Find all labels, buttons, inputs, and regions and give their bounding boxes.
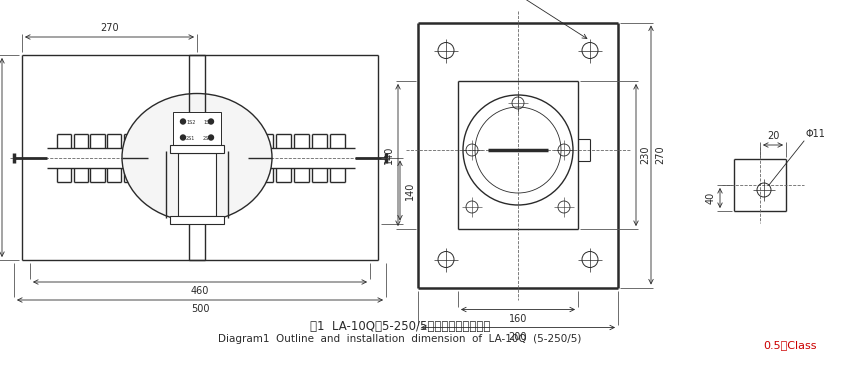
Text: 140: 140 <box>405 181 415 200</box>
Text: 1S2: 1S2 <box>186 120 195 125</box>
Bar <box>178 152 216 216</box>
Text: 460: 460 <box>191 286 209 296</box>
Circle shape <box>209 119 213 124</box>
Text: 0.5级Class: 0.5级Class <box>764 340 817 350</box>
Ellipse shape <box>122 93 272 221</box>
Text: 200: 200 <box>508 331 527 341</box>
Bar <box>170 216 224 224</box>
Text: 160: 160 <box>508 314 527 323</box>
Text: 270: 270 <box>655 146 665 164</box>
Text: 270: 270 <box>100 23 119 33</box>
Text: 图1  LA-10Q（5-250/5）外形及安装尺寸图: 图1 LA-10Q（5-250/5）外形及安装尺寸图 <box>310 320 490 333</box>
Text: 500: 500 <box>191 304 209 314</box>
Text: Φ11: Φ11 <box>806 129 826 139</box>
Text: 140: 140 <box>384 146 394 164</box>
Circle shape <box>181 119 186 124</box>
Circle shape <box>209 135 213 140</box>
Text: Diagram1  Outline  and  installation  dimension  of  LA-10Q  (5-250/5): Diagram1 Outline and installation dimens… <box>218 334 582 344</box>
Text: 40: 40 <box>706 192 716 204</box>
Text: 1S2: 1S2 <box>203 120 212 125</box>
Text: 2S1: 2S1 <box>186 136 195 141</box>
Text: 2S1: 2S1 <box>203 136 212 141</box>
Text: 230: 230 <box>640 146 650 164</box>
Text: 20: 20 <box>767 131 779 141</box>
Bar <box>170 144 224 152</box>
Circle shape <box>181 135 186 140</box>
Bar <box>173 112 221 149</box>
